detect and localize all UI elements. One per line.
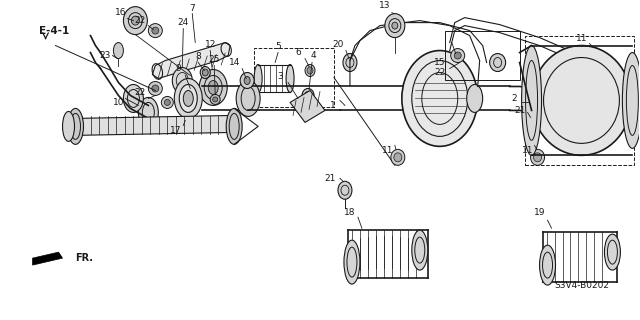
Bar (525, 36, 634, 165)
Text: 22: 22 (135, 16, 146, 25)
Text: 6: 6 (295, 48, 301, 57)
Ellipse shape (402, 51, 477, 146)
Ellipse shape (412, 230, 428, 270)
Text: S3V4-B0202: S3V4-B0202 (554, 281, 609, 290)
Text: 24: 24 (178, 18, 189, 27)
Ellipse shape (113, 43, 124, 59)
Ellipse shape (240, 73, 254, 88)
Ellipse shape (531, 149, 545, 165)
Ellipse shape (183, 91, 193, 107)
Ellipse shape (161, 96, 173, 108)
Ellipse shape (226, 108, 242, 144)
Ellipse shape (490, 53, 506, 71)
Ellipse shape (148, 82, 163, 95)
Ellipse shape (534, 153, 541, 162)
Ellipse shape (138, 98, 158, 127)
Ellipse shape (591, 51, 598, 60)
Text: 12: 12 (205, 40, 216, 49)
Text: 10: 10 (113, 98, 124, 107)
Text: FR.: FR. (76, 253, 93, 263)
Ellipse shape (604, 234, 620, 270)
Ellipse shape (244, 76, 250, 84)
Ellipse shape (344, 240, 360, 284)
Ellipse shape (302, 88, 314, 102)
Ellipse shape (199, 69, 227, 105)
Ellipse shape (385, 14, 405, 37)
Ellipse shape (179, 84, 197, 112)
Polygon shape (290, 91, 325, 123)
Bar (445, 31, 520, 81)
Ellipse shape (394, 153, 402, 162)
Text: 23: 23 (100, 51, 111, 60)
Text: 11: 11 (522, 146, 533, 155)
Ellipse shape (532, 45, 632, 155)
Ellipse shape (454, 52, 461, 59)
Bar (254, 48, 334, 108)
Ellipse shape (467, 84, 483, 112)
Text: 21: 21 (324, 174, 335, 183)
Text: 3: 3 (277, 72, 283, 81)
Ellipse shape (124, 84, 143, 112)
Ellipse shape (172, 68, 192, 93)
Ellipse shape (210, 94, 220, 104)
Ellipse shape (622, 52, 640, 148)
Text: 15: 15 (434, 58, 445, 67)
Ellipse shape (63, 111, 74, 141)
Text: 25: 25 (209, 55, 220, 64)
Ellipse shape (208, 81, 218, 94)
Polygon shape (152, 43, 230, 78)
Text: 1: 1 (330, 101, 336, 110)
Text: 14: 14 (228, 58, 240, 67)
Ellipse shape (200, 67, 210, 78)
Ellipse shape (338, 181, 352, 199)
Ellipse shape (254, 65, 262, 92)
Ellipse shape (522, 45, 541, 155)
Ellipse shape (152, 27, 159, 34)
Ellipse shape (164, 100, 170, 105)
Text: 7: 7 (189, 4, 195, 13)
Ellipse shape (131, 16, 140, 25)
Ellipse shape (152, 85, 159, 92)
Ellipse shape (148, 24, 163, 37)
Text: 11: 11 (382, 146, 394, 155)
Text: 2: 2 (512, 94, 517, 103)
Ellipse shape (202, 69, 208, 76)
Polygon shape (68, 116, 240, 135)
Text: 5: 5 (275, 42, 281, 51)
Text: 20: 20 (332, 40, 344, 49)
Text: 22: 22 (135, 88, 146, 97)
Text: 21: 21 (514, 106, 525, 115)
Ellipse shape (124, 7, 147, 35)
Ellipse shape (212, 97, 218, 102)
Ellipse shape (540, 245, 556, 285)
Ellipse shape (305, 65, 315, 76)
Ellipse shape (391, 149, 405, 165)
Ellipse shape (392, 22, 398, 29)
Text: 13: 13 (379, 1, 390, 10)
Text: 8: 8 (195, 52, 201, 61)
Text: 4: 4 (310, 51, 316, 60)
Ellipse shape (588, 48, 602, 64)
Ellipse shape (67, 108, 83, 144)
Ellipse shape (236, 81, 260, 116)
Ellipse shape (451, 49, 465, 62)
Ellipse shape (286, 65, 294, 92)
Text: 19: 19 (534, 208, 545, 217)
Ellipse shape (174, 78, 202, 118)
Text: 17: 17 (170, 126, 181, 135)
Text: 18: 18 (344, 208, 356, 217)
Polygon shape (33, 252, 63, 265)
Ellipse shape (525, 116, 540, 134)
Text: 16: 16 (115, 8, 126, 17)
Text: E-4-1: E-4-1 (38, 26, 69, 36)
Ellipse shape (343, 53, 357, 71)
Text: 22: 22 (434, 68, 445, 77)
Text: 11: 11 (576, 34, 588, 43)
Ellipse shape (307, 67, 313, 74)
Text: 9: 9 (175, 64, 181, 73)
